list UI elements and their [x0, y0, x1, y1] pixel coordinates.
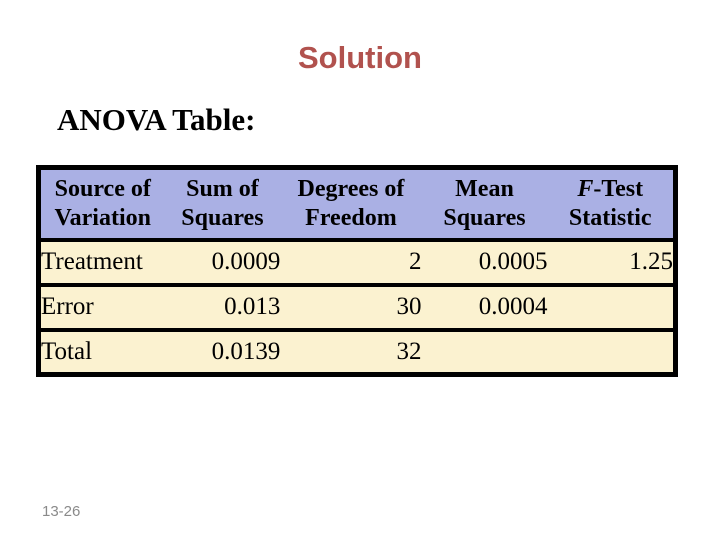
column-header-f-test-statistic: F-Test Statistic — [547, 167, 676, 242]
header-line: Source of — [54, 175, 151, 202]
cell-mean-squares: 0.0005 — [421, 239, 548, 287]
table-row-treatment: Treatment 0.0009 2 0.0005 1.25 — [38, 239, 676, 287]
cell-mean-squares: 0.0004 — [421, 284, 548, 332]
page-number-label: 13-26 — [42, 503, 81, 520]
cell-sum-of-squares: 0.0009 — [164, 239, 281, 287]
cell-source: Error — [38, 284, 165, 332]
table-header-row: Source of Variation Sum of Squares Degre… — [38, 167, 676, 242]
column-header-mean-squares: Mean Squares — [421, 167, 548, 242]
cell-f-statistic: 1.25 — [547, 239, 676, 287]
header-line: Freedom — [305, 204, 397, 231]
column-header-sum-of-squares: Sum of Squares — [164, 167, 281, 242]
f-symbol: F — [577, 175, 594, 202]
header-line: Squares — [443, 204, 526, 231]
header-line: Squares — [181, 204, 264, 231]
cell-sum-of-squares: 0.0139 — [211, 337, 281, 365]
column-header-degrees-of-freedom: Degrees of Freedom — [280, 167, 422, 242]
header-line: Sum of — [186, 175, 259, 202]
cell-degrees-of-freedom: 32 — [396, 337, 422, 365]
header-line: Variation — [54, 204, 151, 231]
header-line: Mean — [455, 175, 514, 202]
cell-sum-of-squares: 0.013 — [164, 284, 281, 332]
cell-f-statistic — [547, 330, 675, 375]
anova-table-heading: ANOVA Table: — [57, 102, 256, 137]
header-line-rest: -Test — [593, 175, 644, 202]
cell-f-statistic — [547, 284, 676, 332]
cell-mean-squares — [421, 330, 547, 375]
cell-degrees-of-freedom: 30 — [280, 284, 422, 332]
cell-source: Treatment — [38, 239, 165, 287]
cell-source: Total — [41, 337, 93, 365]
slide-title: Solution — [298, 40, 422, 75]
anova-table: Source of Variation Sum of Squares Degre… — [36, 165, 678, 377]
table-row-error: Error 0.013 30 0.0004 — [38, 284, 676, 332]
header-line: F-Test — [547, 175, 673, 204]
column-header-source-of-variation: Source of Variation — [38, 167, 165, 242]
header-line: Degrees of — [297, 175, 405, 202]
cell-degrees-of-freedom: 2 — [280, 239, 422, 287]
table-row-total: Total 0.0139 32 — [38, 329, 676, 375]
header-line: Statistic — [568, 204, 652, 231]
